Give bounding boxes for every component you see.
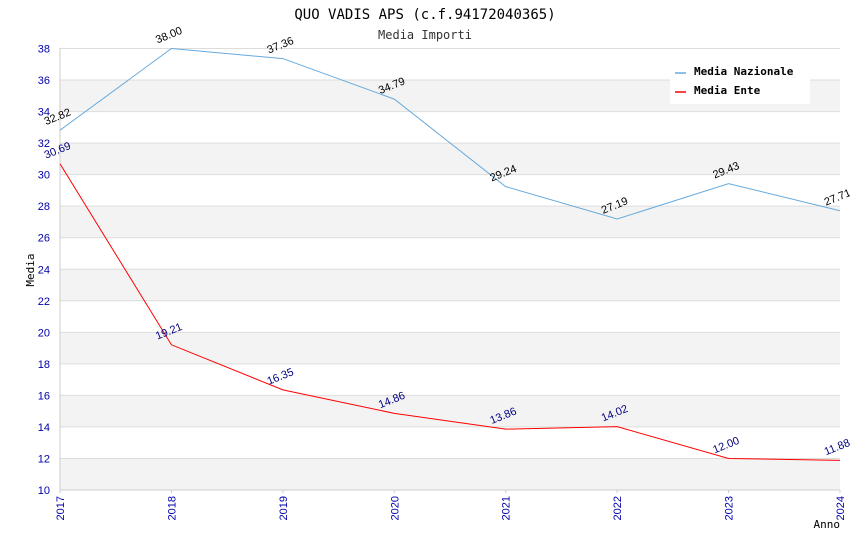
data-label: 38.00 bbox=[154, 25, 184, 46]
x-tick-label: 2018 bbox=[166, 496, 178, 520]
grid-bands bbox=[60, 48, 840, 490]
y-tick-labels: 10 12 14 16 18 20 22 24 26 28 30 32 34 36 38 bbox=[38, 44, 50, 498]
x-tick-label: 2020 bbox=[389, 496, 401, 520]
legend-label-media-nazionale: Media Nazionale bbox=[694, 65, 794, 78]
grid-band bbox=[60, 269, 840, 301]
grid-band bbox=[60, 111, 840, 144]
x-tick-label: 2022 bbox=[612, 496, 624, 520]
x-tick-label: 2017 bbox=[55, 496, 67, 520]
legend-label-media-ente: Media Ente bbox=[694, 84, 761, 97]
y-tick-label: 28 bbox=[38, 201, 50, 213]
x-axis-label: Anno bbox=[814, 518, 841, 531]
series-line-media-nazionale bbox=[59, 47, 841, 220]
grid-band bbox=[60, 332, 840, 364]
legend-box bbox=[670, 60, 810, 104]
y-tick-label: 12 bbox=[38, 453, 50, 465]
grid-band bbox=[60, 395, 840, 427]
series-lines bbox=[59, 47, 841, 461]
y-tick-label: 24 bbox=[38, 264, 50, 276]
y-tick-label: 36 bbox=[38, 75, 50, 87]
grid-lines bbox=[60, 48, 840, 491]
chart-subtitle: Media Importi bbox=[378, 28, 472, 42]
x-tick-label: 2024 bbox=[835, 496, 847, 520]
x-tick-labels: 2017 2018 2019 2020 2021 2022 2023 2024 bbox=[55, 490, 847, 520]
grid-band bbox=[60, 363, 840, 396]
y-tick-label: 32 bbox=[38, 138, 50, 150]
y-tick-label: 18 bbox=[38, 359, 50, 371]
y-tick-label: 22 bbox=[38, 296, 50, 308]
grid-band bbox=[60, 237, 840, 270]
x-tick-label: 2021 bbox=[501, 496, 513, 520]
y-tick-label: 26 bbox=[38, 233, 50, 245]
y-tick-label: 16 bbox=[38, 390, 50, 402]
grid-band bbox=[60, 300, 840, 333]
y-tick-label: 30 bbox=[38, 170, 50, 182]
grid-band bbox=[60, 206, 840, 238]
y-tick-label: 20 bbox=[38, 327, 50, 339]
y-axis-label: Media bbox=[24, 253, 37, 286]
x-tick-label: 2023 bbox=[724, 496, 736, 520]
grid-band bbox=[60, 458, 840, 490]
y-tick-label: 38 bbox=[38, 44, 50, 56]
y-tick-label: 34 bbox=[38, 107, 50, 119]
y-tick-label: 10 bbox=[38, 485, 50, 497]
y-tick-label: 14 bbox=[38, 422, 50, 434]
x-tick-label: 2019 bbox=[278, 496, 290, 520]
legend: Media Nazionale Media Ente bbox=[670, 60, 810, 104]
series-line-media-ente bbox=[59, 163, 841, 461]
chart-title: QUO VADIS APS (c.f.94172040365) bbox=[294, 7, 555, 23]
grid-band bbox=[60, 143, 840, 175]
grid-band bbox=[60, 174, 840, 207]
